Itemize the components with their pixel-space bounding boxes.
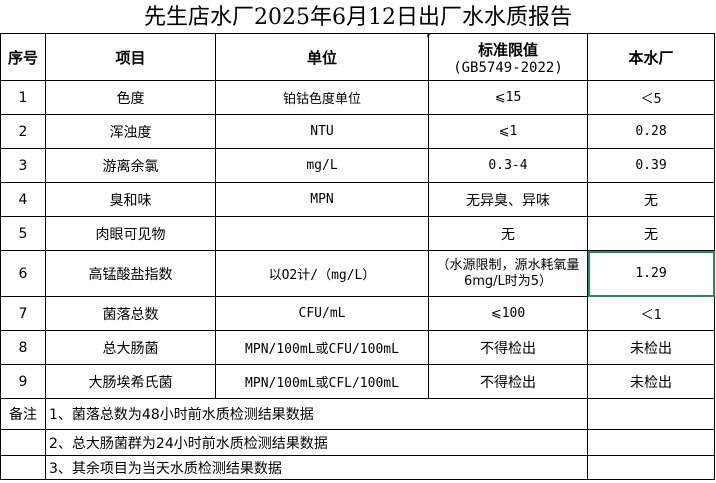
water-quality-table: 序号 项目 单位 标准限值 (GB5749-2022) 本水厂 1 色度 铂钴色度单位… <box>0 33 715 480</box>
notes-label-empty[interactable] <box>0 455 46 480</box>
note-row: 备注 1、菌落总数为48小时前水质检测结果数据 <box>0 398 715 430</box>
header-row: 序号 项目 单位 标准限值 (GB5749-2022) 本水厂 <box>0 33 715 81</box>
cell-item[interactable]: 总大肠菌 <box>45 330 216 365</box>
header-plant[interactable]: 本水厂 <box>587 33 715 81</box>
cell-value[interactable]: ＜1 <box>587 296 715 331</box>
cell-seq[interactable]: 6 <box>0 250 46 297</box>
cell-seq[interactable]: 5 <box>0 216 46 251</box>
cell-value[interactable]: 1.29 <box>587 250 715 297</box>
cell-unit[interactable]: CFU/mL <box>215 296 429 331</box>
cell-limit[interactable]: ⩽15 <box>428 80 588 115</box>
cell-item[interactable]: 大肠埃希氏菌 <box>45 364 216 399</box>
table-row: 7 菌落总数 CFU/mL ⩽100 ＜1 <box>0 296 715 331</box>
cell-value[interactable]: ＜5 <box>587 80 715 115</box>
cell-seq[interactable]: 3 <box>0 148 46 183</box>
cell-unit[interactable]: NTU <box>215 114 429 149</box>
cell-unit[interactable]: 以O2计/（mg/L） <box>215 250 429 297</box>
note-empty-cell[interactable] <box>587 455 715 480</box>
cell-seq[interactable]: 1 <box>0 80 46 115</box>
header-unit[interactable]: 单位 <box>215 33 429 81</box>
cell-limit[interactable]: 0.3-4 <box>428 148 588 183</box>
cell-value[interactable]: 0.28 <box>587 114 715 149</box>
table-row: 9 大肠埃希氏菌 MPN/100mL或CFL/100mL 不得检出 未检出 <box>0 364 715 399</box>
cell-value[interactable]: 无 <box>587 182 715 217</box>
cell-value[interactable]: 无 <box>587 216 715 251</box>
cell-limit[interactable]: ⩽1 <box>428 114 588 149</box>
note-row: 3、其余项目为当天水质检测结果数据 <box>0 455 715 480</box>
cell-unit[interactable]: MPN/100mL或CFL/100mL <box>215 364 429 399</box>
notes-label-empty[interactable] <box>0 429 46 456</box>
table-row: 4 臭和味 MPN 无异臭、异味无 <box>0 182 715 217</box>
cell-limit[interactable]: ⩽100 <box>428 296 588 331</box>
cell-unit[interactable]: mg/L <box>215 148 429 183</box>
cell-seq[interactable]: 8 <box>0 330 46 365</box>
note-text[interactable]: 1、菌落总数为48小时前水质检测结果数据 <box>45 398 588 430</box>
cell-value[interactable]: 未检出 <box>587 330 715 365</box>
cell-item[interactable]: 色度 <box>45 80 216 115</box>
cell-item[interactable]: 游离余氯 <box>45 148 216 183</box>
note-empty-cell[interactable] <box>587 398 715 430</box>
table-row: 1 色度 铂钴色度单位 ⩽15 ＜5 <box>0 80 715 115</box>
cell-seq[interactable]: 7 <box>0 296 46 331</box>
header-item[interactable]: 项目 <box>45 33 216 81</box>
header-limit[interactable]: 标准限值 (GB5749-2022) <box>428 33 588 81</box>
cell-unit[interactable] <box>215 216 429 251</box>
cell-item[interactable]: 浑浊度 <box>45 114 216 149</box>
cell-value[interactable]: 0.39 <box>587 148 715 183</box>
cell-unit[interactable]: MPN/100mL或CFU/100mL <box>215 330 429 365</box>
cell-limit[interactable]: 不得检出 <box>428 364 588 399</box>
cell-seq[interactable]: 2 <box>0 114 46 149</box>
note-row: 2、总大肠菌群为24小时前水质检测结果数据 <box>0 429 715 456</box>
table-row: 5 肉眼可见物 无无 <box>0 216 715 251</box>
table-row: 6 高锰酸盐指数 以O2计/（mg/L） （水源限制，源水耗氧量6mg/L时为5） 1.… <box>0 250 715 297</box>
cell-limit[interactable]: 无异臭、异味 <box>428 182 588 217</box>
report-title: 先生店水厂2025年6月12日出厂水水质报告 <box>144 5 572 30</box>
table-row: 2 浑浊度 NTU ⩽1 0.28 <box>0 114 715 149</box>
header-limit-standard: (GB5749-2022) <box>453 59 563 76</box>
note-text[interactable]: 3、其余项目为当天水质检测结果数据 <box>45 455 588 480</box>
cell-limit[interactable]: （水源限制，源水耗氧量6mg/L时为5） <box>428 250 588 297</box>
cell-limit[interactable]: 不得检出 <box>428 330 588 365</box>
cell-unit[interactable]: MPN <box>215 182 429 217</box>
note-text[interactable]: 2、总大肠菌群为24小时前水质检测结果数据 <box>45 429 588 456</box>
cell-item[interactable]: 臭和味 <box>45 182 216 217</box>
cell-seq[interactable]: 9 <box>0 364 46 399</box>
cell-seq[interactable]: 4 <box>0 182 46 217</box>
cell-limit[interactable]: 无 <box>428 216 588 251</box>
header-seq[interactable]: 序号 <box>0 33 46 81</box>
cell-unit[interactable]: 铂钴色度单位 <box>215 80 429 115</box>
cell-item[interactable]: 高锰酸盐指数 <box>45 250 216 297</box>
table-row: 3 游离余氯 mg/L 0.3-4 0.39 <box>0 148 715 183</box>
cell-item[interactable]: 菌落总数 <box>45 296 216 331</box>
notes-label[interactable]: 备注 <box>0 398 46 430</box>
header-limit-label: 标准限值 <box>477 40 538 59</box>
cell-item[interactable]: 肉眼可见物 <box>45 216 216 251</box>
cell-value[interactable]: 未检出 <box>587 364 715 399</box>
table-row: 8 总大肠菌 MPN/100mL或CFU/100mL 不得检出 未检出 <box>0 330 715 365</box>
note-empty-cell[interactable] <box>587 429 715 456</box>
